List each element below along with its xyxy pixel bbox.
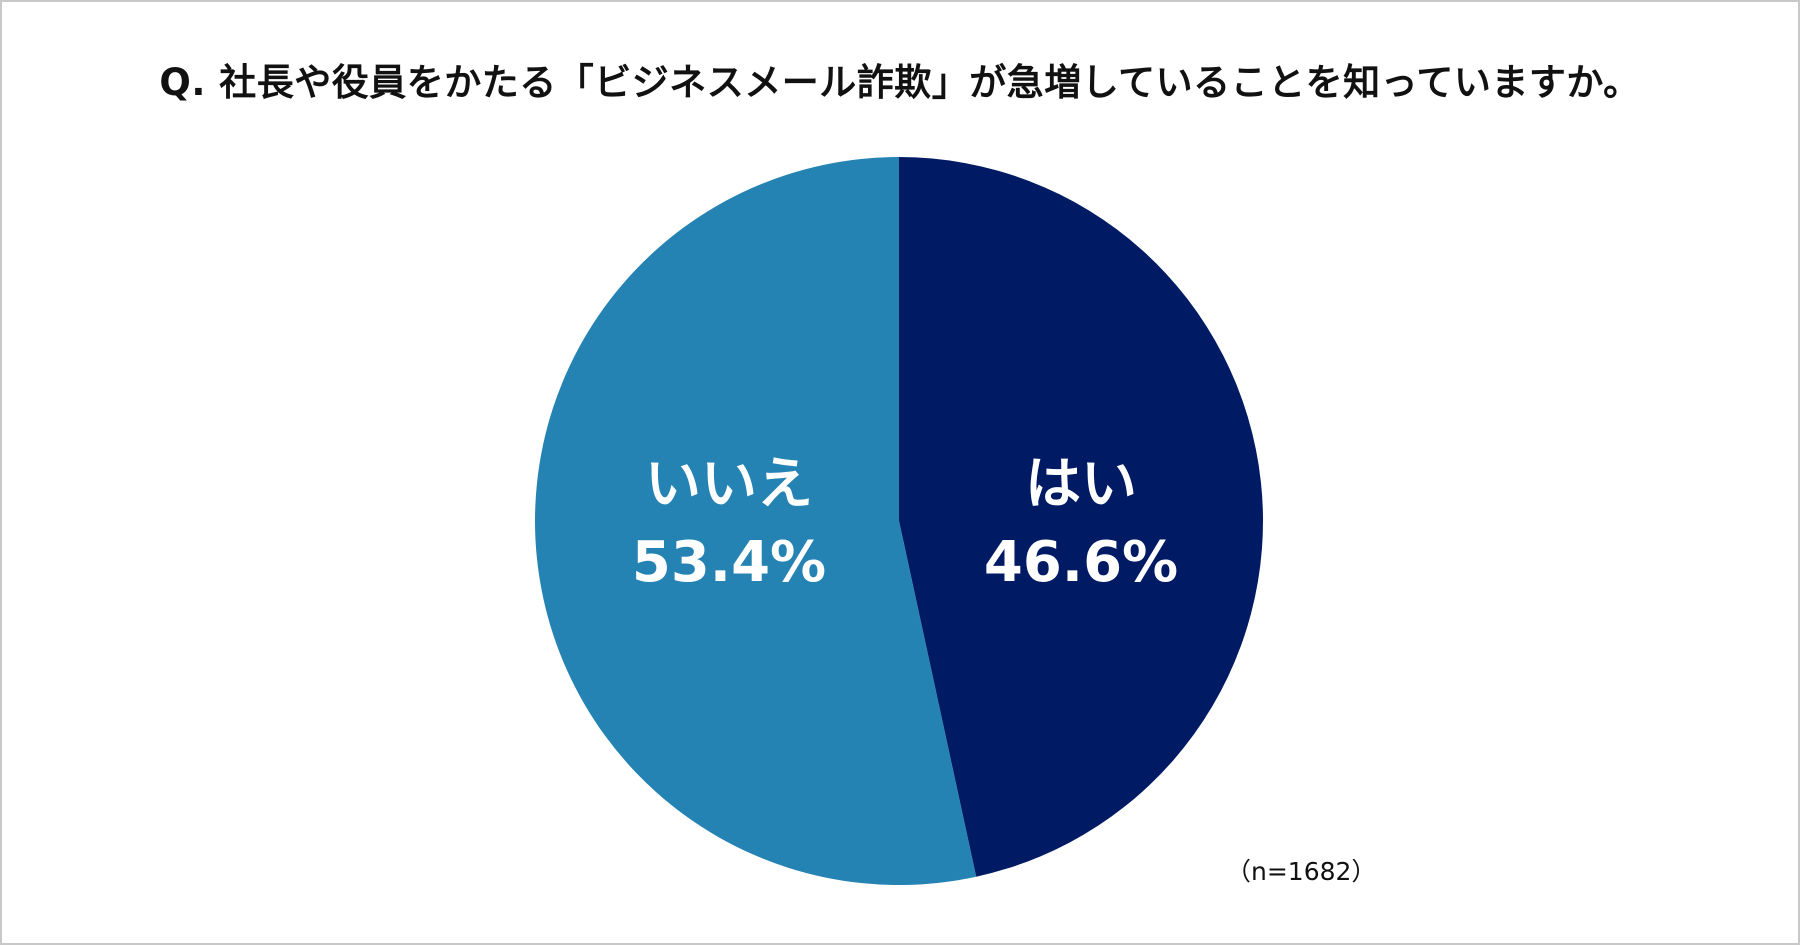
slice-label-yes-value: 46.6% bbox=[983, 530, 1179, 595]
slice-label-yes-name: はい bbox=[1025, 452, 1137, 517]
chart-title: Q. 社長や役員をかたる「ビジネスメール詐欺」が急増していることを知っていますか… bbox=[159, 61, 1641, 104]
slice-label-no: いいえ 53.4% bbox=[579, 446, 879, 602]
slice-label-yes: はい 46.6% bbox=[931, 446, 1231, 602]
sample-size-note: （n=1682） bbox=[1226, 857, 1377, 886]
slice-label-no-value: 53.4% bbox=[631, 530, 827, 595]
pie-slice-yes bbox=[899, 157, 1263, 877]
slice-label-no-name: いいえ bbox=[645, 452, 813, 517]
pie-slice-no bbox=[534, 157, 977, 885]
